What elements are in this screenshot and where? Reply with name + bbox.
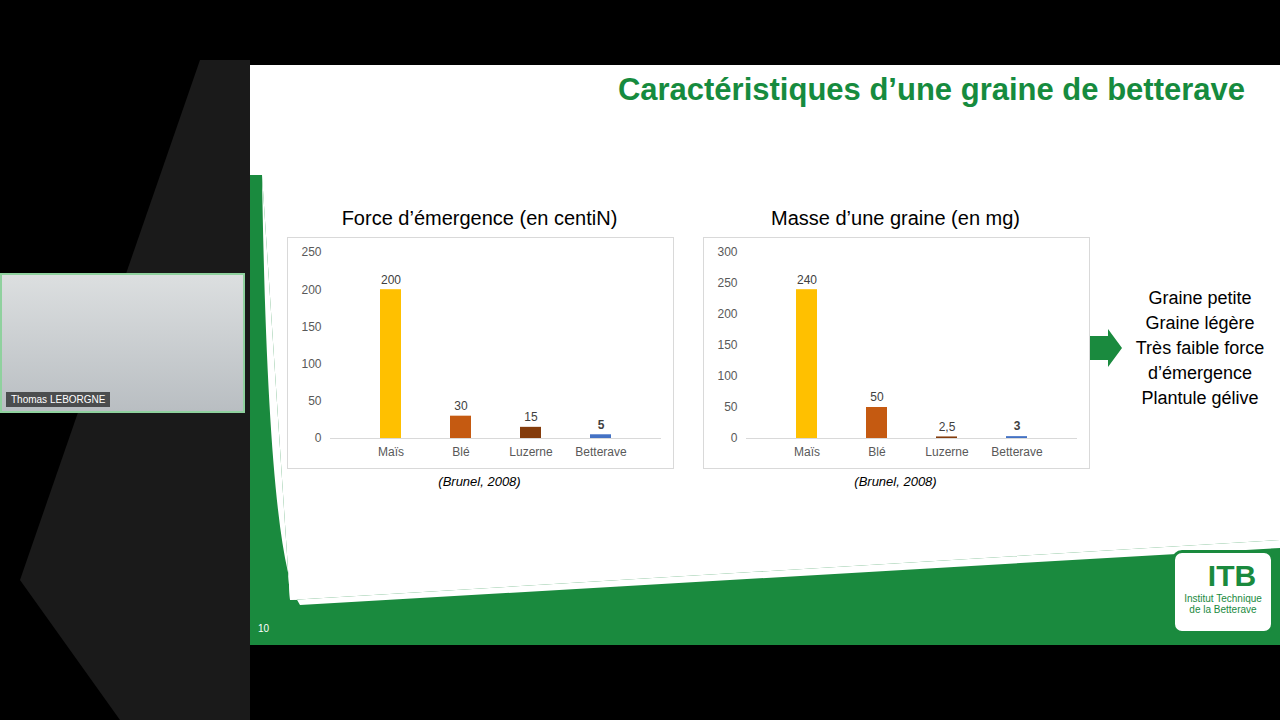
svg-text:150: 150 bbox=[717, 338, 737, 352]
svg-text:Maïs: Maïs bbox=[378, 445, 404, 459]
html-text:Caractéristiques d’une graine: Caractéristiques d’une graine de bettera… bbox=[617, 72, 1245, 107]
html-text:Institut Technique de la Bette: Institut Technique de la Betterave bbox=[1184, 593, 1262, 615]
svg-text:Maïs: Maïs bbox=[794, 445, 820, 459]
svg-text:250: 250 bbox=[717, 276, 737, 290]
html-text:Plantule gélive: Plantule gélive bbox=[1141, 388, 1259, 408]
svg-text:100: 100 bbox=[717, 369, 737, 383]
svg-text:Luzerne: Luzerne bbox=[925, 445, 969, 459]
svg-text:Blé: Blé bbox=[868, 445, 886, 459]
svg-text:50: 50 bbox=[724, 400, 738, 414]
svg-text:300: 300 bbox=[717, 245, 737, 259]
svg-text:50: 50 bbox=[308, 394, 322, 408]
html-text:Graine petite: Graine petite bbox=[1148, 288, 1252, 308]
svg-text:150: 150 bbox=[301, 320, 321, 334]
svg-text:50: 50 bbox=[870, 390, 884, 404]
svg-text:15: 15 bbox=[524, 410, 538, 424]
html-text:10: 10 bbox=[258, 623, 270, 634]
svg-text:Betterave: Betterave bbox=[575, 445, 627, 459]
html-text:(Brunel, 2008): (Brunel, 2008) bbox=[438, 474, 521, 489]
html-text:(Brunel, 2008): (Brunel, 2008) bbox=[854, 474, 937, 489]
svg-text:0: 0 bbox=[315, 431, 322, 445]
html-text:ITB: ITB bbox=[1207, 559, 1257, 592]
svg-text:Luzerne: Luzerne bbox=[509, 445, 553, 459]
html-text:Très faible force d’émergence: Très faible force d’émergence bbox=[1135, 338, 1265, 383]
svg-text:200: 200 bbox=[381, 273, 401, 287]
svg-text:30: 30 bbox=[454, 399, 468, 413]
svg-text:200: 200 bbox=[301, 283, 321, 297]
svg-text:5: 5 bbox=[598, 418, 605, 432]
svg-text:100: 100 bbox=[301, 357, 321, 371]
html-text:Thomas LEBORGNE: Thomas LEBORGNE bbox=[11, 394, 106, 405]
svg-text:0: 0 bbox=[731, 431, 738, 445]
svg-text:200: 200 bbox=[717, 307, 737, 321]
html-text:Force d’émergence (en centiN): Force d’émergence (en centiN) bbox=[341, 207, 618, 229]
svg-text:2,5: 2,5 bbox=[939, 420, 956, 434]
svg-text:3: 3 bbox=[1014, 419, 1021, 433]
svg-text:240: 240 bbox=[797, 273, 817, 287]
svg-text:Betterave: Betterave bbox=[991, 445, 1043, 459]
svg-text:Blé: Blé bbox=[452, 445, 470, 459]
html-text:Graine légère: Graine légère bbox=[1145, 313, 1255, 333]
html-text:Masse d’une graine (en mg): Masse d’une graine (en mg) bbox=[771, 207, 1020, 229]
svg-text:250: 250 bbox=[301, 245, 321, 259]
